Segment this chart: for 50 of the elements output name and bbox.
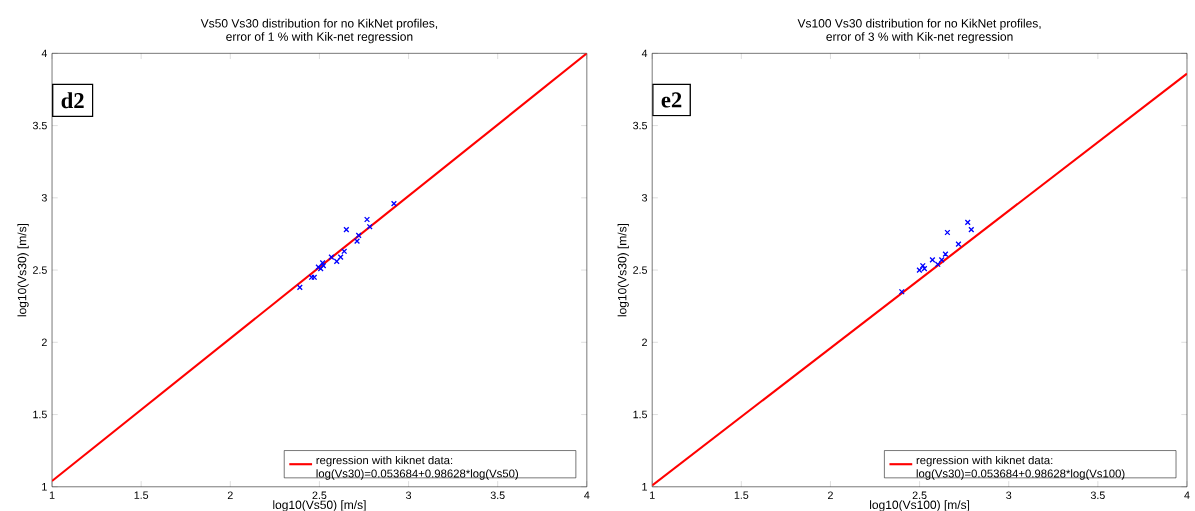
point xyxy=(929,257,936,264)
x-tick-label: 2.5 xyxy=(912,491,927,500)
x-tick-label: 2.5 xyxy=(312,491,327,500)
point xyxy=(968,226,975,233)
y-tick-label: 4 xyxy=(41,49,48,58)
y-tick-label: 1 xyxy=(42,483,47,491)
x-tick-label: 1 xyxy=(650,491,655,499)
point xyxy=(938,257,945,264)
point xyxy=(296,284,303,291)
y-tick-label: 3.5 xyxy=(633,121,648,130)
x-tick-label: 4 xyxy=(1184,491,1190,499)
y-tick-label: 1 xyxy=(642,483,647,491)
legend-label: regression with kiknet data: log(Vs30)=0.053684+0.98628*log(Vs100) xyxy=(916,455,1125,480)
y-tick-label: 1.5 xyxy=(633,410,648,419)
legend-label: regression with kiknet data: log(Vs30)=0.053684+0.98628*log(Vs50) xyxy=(316,455,519,480)
y-tick-label: 3 xyxy=(41,194,47,202)
y-tick-label: 4 xyxy=(641,49,648,58)
point xyxy=(341,248,348,255)
x-tick-label: 2 xyxy=(828,491,833,500)
point xyxy=(337,254,344,261)
y-tick-label: 3 xyxy=(641,194,647,202)
y-tick-label: 1.5 xyxy=(33,410,47,419)
point xyxy=(390,200,397,207)
point xyxy=(328,254,335,261)
y-tick-label: 3.5 xyxy=(32,121,47,130)
x-axis-title: log10(Vs50) [m/s] xyxy=(273,500,366,511)
x-tick-label: 1.5 xyxy=(134,491,149,500)
annotation: e2 xyxy=(661,92,682,108)
x-tick-label: 3 xyxy=(1006,491,1012,500)
chart-title: Vs50 Vs30 distribution for no KikNet profiles, error of 1 % with Kik-net regression xyxy=(200,18,438,44)
x-tick-label: 4 xyxy=(584,491,590,499)
y-axis-title: log10(Vs30) [m/s] xyxy=(617,224,629,317)
x-tick-label: 3.5 xyxy=(1090,491,1105,500)
point xyxy=(942,251,949,258)
y-tick-label: 2 xyxy=(41,338,47,347)
x-tick-label: 1 xyxy=(49,491,55,499)
x-tick-label: 3 xyxy=(406,491,412,500)
x-tick-label: 2 xyxy=(227,491,233,500)
chart-title: Vs100 Vs30 distribution for no KikNet profiles, error of 3 % with Kik-net regression xyxy=(797,18,1041,44)
x-axis-title: log10(Vs100) [m/s] xyxy=(870,500,970,511)
annotation: d2 xyxy=(61,92,84,109)
x-tick-label: 1.5 xyxy=(734,491,749,500)
y-axis-title: log10(Vs30) [m/s] xyxy=(17,224,29,317)
point xyxy=(964,219,971,226)
point xyxy=(955,241,962,248)
y-tick-label: 2.5 xyxy=(633,266,648,274)
x-tick-label: 3.5 xyxy=(490,491,505,500)
y-tick-label: 2 xyxy=(642,338,647,347)
y-tick-label: 2.5 xyxy=(33,266,47,274)
point xyxy=(364,216,371,223)
